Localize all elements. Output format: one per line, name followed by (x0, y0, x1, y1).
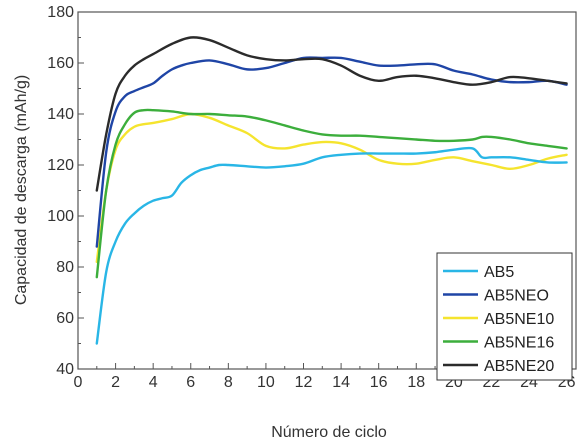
legend-label: AB5NE16 (484, 335, 554, 352)
legend-label: AB5NE10 (484, 311, 554, 328)
x-tick-label: 0 (74, 374, 83, 391)
x-axis-title: Número de ciclo (271, 424, 387, 441)
legend-label: AB5 (484, 264, 514, 281)
x-tick-label: 8 (224, 374, 233, 391)
legend: AB5 AB5NEO AB5NE10 AB5NE16 AB5NE20 (436, 252, 573, 381)
series-line-ab5ne10 (95, 112, 568, 264)
x-tick-label: 14 (332, 374, 350, 391)
series-lines (95, 36, 568, 345)
series-line-ab5 (95, 146, 568, 345)
y-tick-label: 40 (56, 361, 74, 378)
x-tick-label: 18 (407, 374, 425, 391)
y-tick-label: 60 (56, 310, 74, 327)
x-tick-label: 16 (370, 374, 388, 391)
y-tick-label: 160 (47, 55, 74, 72)
y-tick-label: 100 (47, 208, 74, 225)
legend-label: AB5NE20 (484, 358, 554, 375)
series-line-ab5neo (95, 56, 568, 248)
y-axis-title: Capacidad de descarga (mAh/g) (13, 75, 30, 305)
series-line-ab5ne16 (95, 108, 568, 279)
x-tick-label: 6 (186, 374, 195, 391)
series-line-ab5ne20 (95, 36, 568, 192)
y-tick-label: 120 (47, 157, 74, 174)
x-tick-label: 2 (111, 374, 120, 391)
y-tick-label: 140 (47, 106, 74, 123)
legend-label: AB5NEO (484, 288, 549, 305)
y-tick-label: 180 (47, 4, 74, 21)
x-tick-label: 12 (295, 374, 313, 391)
x-tick-label: 10 (257, 374, 275, 391)
y-tick-label: 80 (56, 259, 74, 276)
x-tick-label: 4 (149, 374, 158, 391)
legend-box (436, 252, 573, 381)
